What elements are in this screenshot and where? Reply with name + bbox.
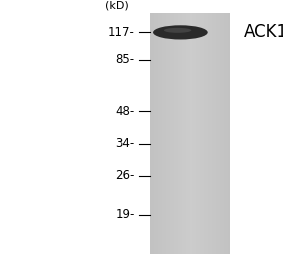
Bar [168,13,170,254]
Bar [188,13,190,254]
Bar [178,13,180,254]
Bar [228,13,230,254]
Text: ACK1: ACK1 [244,23,283,41]
Ellipse shape [164,28,191,33]
Bar [150,13,230,254]
Bar [198,13,200,254]
Bar [194,13,196,254]
Bar [208,13,210,254]
Text: 26-: 26- [115,169,135,182]
Text: 117-: 117- [108,26,135,39]
Bar [212,13,214,254]
Bar [186,13,188,254]
Text: 34-: 34- [115,137,135,150]
Bar [226,13,228,254]
Bar [156,13,158,254]
Bar [176,13,178,254]
Bar [184,13,186,254]
Bar [204,13,206,254]
Text: (kD): (kD) [106,1,129,10]
Bar [210,13,212,254]
Ellipse shape [153,25,208,40]
Bar [152,13,154,254]
Bar [200,13,202,254]
Bar [214,13,216,254]
Bar [170,13,172,254]
Bar [172,13,174,254]
Text: 85-: 85- [115,53,135,66]
Bar [160,13,162,254]
Bar [202,13,204,254]
Bar [190,13,192,254]
Bar [224,13,226,254]
Bar [162,13,164,254]
Bar [216,13,218,254]
Bar [164,13,166,254]
Bar [150,13,152,254]
Bar [206,13,208,254]
Text: 48-: 48- [115,105,135,118]
Bar [182,13,184,254]
Bar [218,13,220,254]
Text: 19-: 19- [115,208,135,221]
Bar [154,13,156,254]
Bar [220,13,222,254]
Bar [158,13,160,254]
Bar [192,13,194,254]
Bar [174,13,176,254]
Bar [196,13,198,254]
Bar [180,13,182,254]
Bar [222,13,224,254]
Bar [166,13,168,254]
